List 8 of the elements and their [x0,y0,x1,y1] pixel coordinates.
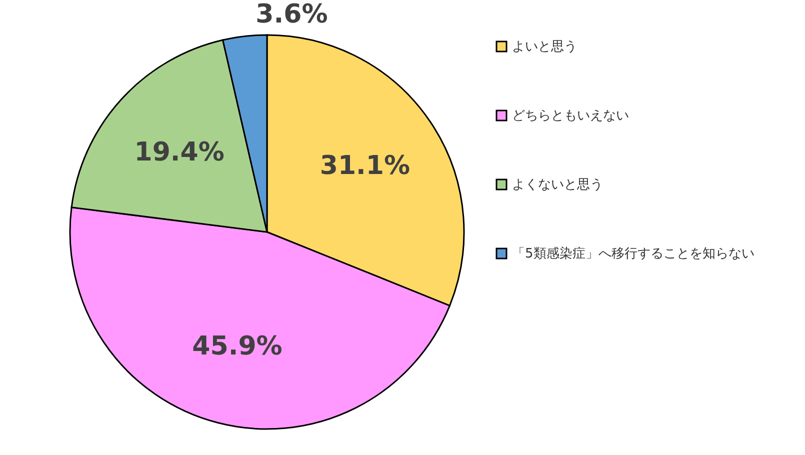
legend-label: 「5類感染症」へ移行することを知らない [512,246,754,262]
data-label: 19.4% [134,138,224,168]
legend-label: どちらともいえない [512,108,629,124]
legend-label: よくないと思う [512,178,603,192]
data-label: 31.1% [320,150,410,181]
legend-label: よいと思う [512,40,577,54]
data-label: 45.9% [192,331,282,362]
data-label: 3.6% [256,0,328,30]
